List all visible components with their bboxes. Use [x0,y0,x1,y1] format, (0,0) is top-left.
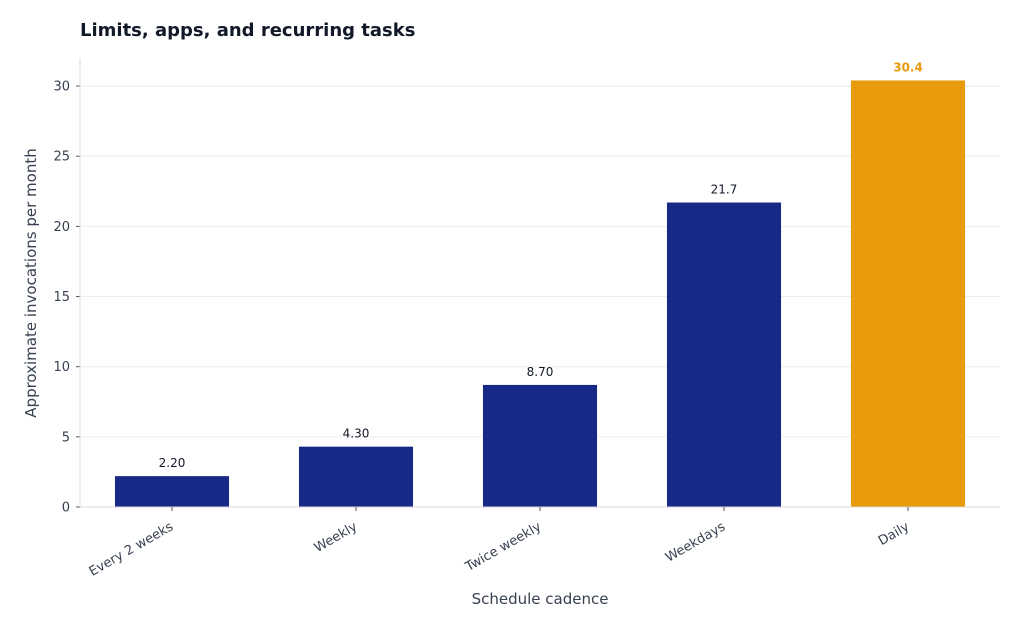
data-label: 30.4 [893,60,923,74]
x-tick-label: Weekly [312,519,360,556]
bars [114,80,966,507]
data-label: 4.30 [343,427,370,441]
y-tick-label: 5 [62,430,70,445]
data-label: 21.7 [711,183,738,197]
data-label: 2.20 [159,456,186,470]
y-tick-label: 25 [53,150,70,165]
bar-daily [850,80,966,507]
bar-weekdays [666,202,782,507]
x-tick-label: Daily [876,519,912,549]
data-label: 8.70 [527,365,554,379]
data-labels: 2.20 4.30 8.70 21.7 30.4 [159,60,923,470]
bar-every-2-weeks [114,476,230,507]
bar-twice-weekly [482,384,598,507]
chart-title: Limits, apps, and recurring tasks [80,20,416,41]
y-tick-label: 30 [53,80,70,95]
y-axis-label: Approximate invocations per month [22,148,40,417]
y-tick-label: 10 [53,360,70,375]
x-tick-label: Weekdays [663,519,728,565]
y-tick-label: 20 [53,220,70,235]
bar-weekly [298,446,414,507]
y-tick-label: 0 [62,501,70,516]
x-tick-label: Twice weekly [462,519,544,575]
x-tick-label: Every 2 weeks [87,519,176,579]
x-axis-label: Schedule cadence [472,590,609,608]
y-tick-label: 15 [53,290,70,305]
